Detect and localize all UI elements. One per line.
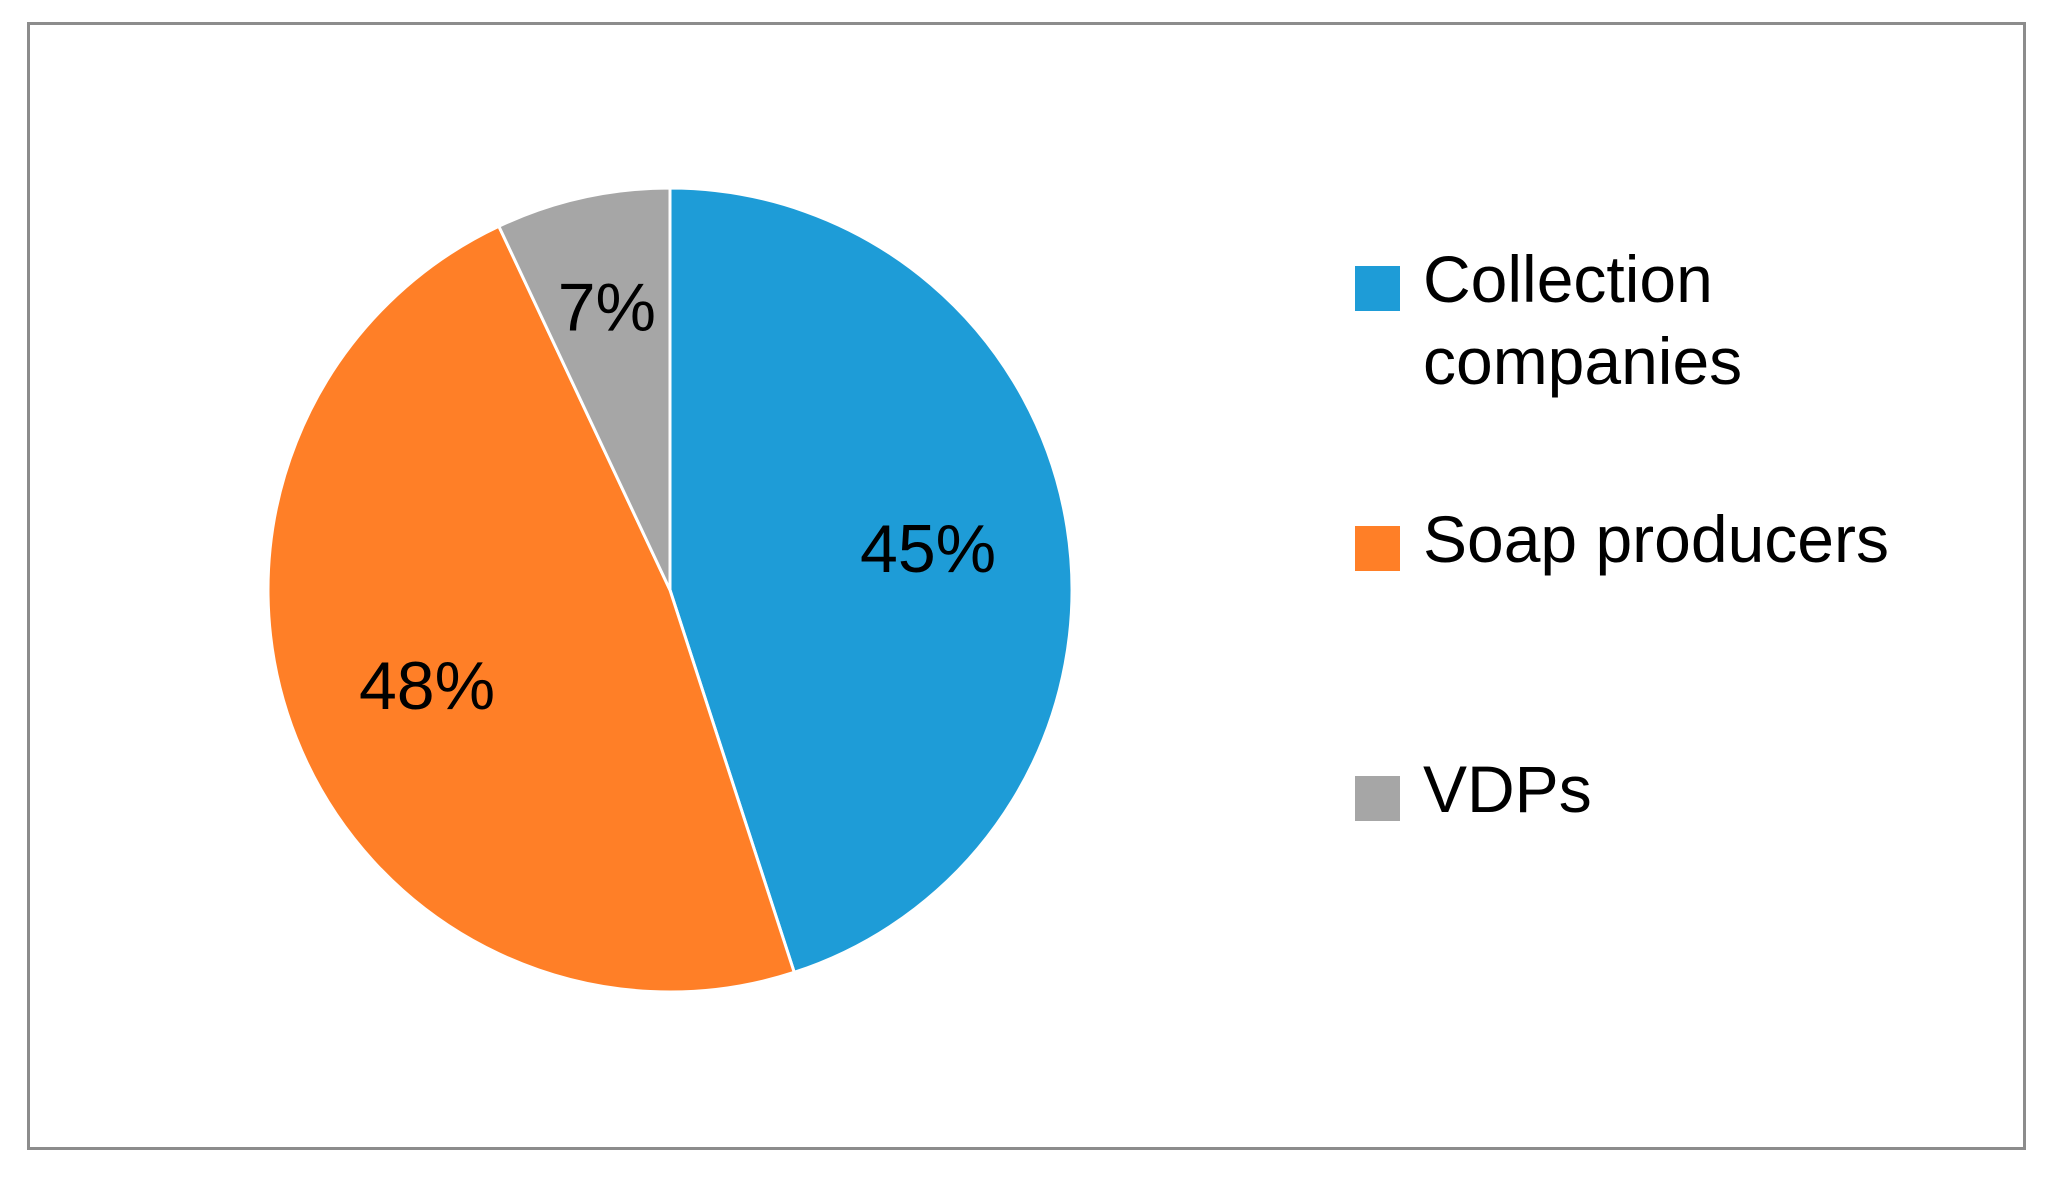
pie-slice-vdps[interactable]	[496, 186, 672, 591]
legend-item-soap-producers[interactable]: Soap producers	[1355, 498, 1983, 580]
legend-label-collection-companies: Collection companies	[1423, 242, 1743, 398]
data-label-soap-producers: 48%	[359, 648, 495, 724]
pie-data-labels: 45% 48% 7%	[359, 270, 996, 725]
legend-label-soap-producers: Soap producers	[1423, 502, 1889, 576]
legend-label-vdps: VDPs	[1423, 752, 1592, 826]
pie-slice-collection-companies[interactable]	[668, 186, 1074, 975]
legend-swatch-soap-producers	[1355, 526, 1400, 571]
legend-swatch-vdps	[1355, 776, 1400, 821]
legend-item-vdps[interactable]: VDPs	[1355, 748, 1983, 830]
legend-swatch-collection-companies	[1355, 266, 1400, 311]
data-label-vdps: 7%	[558, 270, 656, 346]
legend: Collection companies Soap producers VDPs	[1355, 0, 2015, 1179]
pie-slice-soap-producers[interactable]	[266, 224, 797, 994]
pie-slices	[266, 186, 1074, 994]
data-label-collection-companies: 45%	[860, 511, 996, 587]
legend-item-collection-companies[interactable]: Collection companies	[1355, 238, 1983, 402]
